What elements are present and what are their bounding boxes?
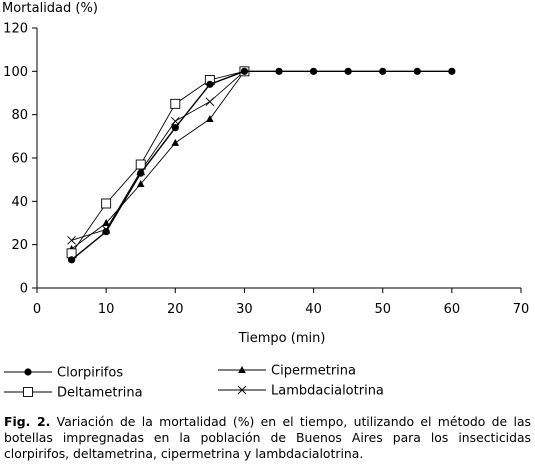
x-tick-label: 60: [444, 302, 461, 317]
series-line-cipermetrina: [71, 71, 245, 250]
y-tick-label: 120: [3, 22, 28, 37]
x-tick-label: 40: [305, 302, 322, 317]
series-line-clorpirifos: [71, 70, 452, 261]
series-line-deltametrina: [71, 70, 245, 254]
legend: Clorpirifos Deltametrina Cipermetrina Lambd…: [4, 364, 384, 401]
series-cipermetrina: [67, 67, 249, 252]
series-line-lambdacialotrina: [71, 70, 245, 241]
legend-marker: [24, 368, 32, 376]
caption-text: Variación de la mortalidad (%) en el tie…: [4, 414, 531, 461]
legend-label: Deltametrina: [57, 386, 143, 401]
data-point-clorpirifos: [67, 256, 76, 264]
y-tick-label: 0: [20, 282, 28, 297]
y-tick-label: 80: [11, 108, 28, 123]
mortality-chart: Mortalidad (%) Tiempo (min) 020406080100…: [2, 1, 529, 401]
y-tick-label: 60: [11, 152, 28, 167]
legend-item-cipermetrina: Cipermetrina: [218, 364, 356, 379]
x-tick-label: 10: [98, 302, 115, 317]
x-axis-title: Tiempo (min): [238, 331, 326, 346]
data-point-clorpirifos: [171, 124, 179, 132]
cross-stroke: [170, 116, 180, 126]
legend-item-lambdacialotrina: Lambdacialotrina: [218, 384, 384, 399]
data-point-deltametrina: [135, 159, 146, 170]
legend-marker: [237, 385, 247, 395]
data-point-deltametrina: [101, 198, 112, 209]
legend-label: Clorpirifos: [57, 366, 123, 381]
series-lambdacialotrina: [67, 67, 249, 245]
data-point-clorpirifos: [413, 67, 421, 75]
x-tick-label: 30: [236, 302, 253, 317]
legend-label: Cipermetrina: [271, 364, 356, 379]
y-tick-label: 20: [11, 238, 28, 253]
data-point-clorpirifos: [448, 67, 456, 75]
data-point-clorpirifos: [240, 67, 249, 75]
legend-label: Lambdacialotrina: [271, 384, 384, 399]
data-point-clorpirifos: [275, 67, 283, 75]
cross-stroke: [237, 385, 247, 395]
series-layer: [66, 66, 456, 264]
x-tick-label: 20: [167, 302, 184, 317]
data-point-clorpirifos: [309, 67, 318, 75]
y-tick-label: 40: [11, 195, 28, 210]
legend-marker: [238, 366, 246, 373]
data-point-clorpirifos: [206, 80, 214, 88]
figure-caption: Fig. 2. Variación de la mortalidad (%) e…: [4, 414, 531, 462]
data-point-lambdacialotrina: [67, 236, 76, 245]
x-tick-label: 70: [513, 302, 530, 317]
series-deltametrina: [66, 66, 250, 259]
data-point-clorpirifos: [379, 67, 387, 75]
cross-stroke: [67, 236, 76, 245]
legend-marker: [23, 387, 33, 397]
data-point-lambdacialotrina: [205, 97, 215, 106]
data-point-deltametrina: [170, 98, 181, 109]
data-point-clorpirifos: [137, 169, 145, 177]
legend-item-deltametrina: Deltametrina: [4, 386, 143, 401]
series-clorpirifos: [67, 67, 456, 264]
x-tick-label: 0: [33, 302, 41, 317]
caption-label: Fig. 2.: [4, 414, 51, 429]
cross-stroke: [205, 97, 215, 106]
data-point-cipermetrina: [206, 115, 214, 122]
data-point-clorpirifos: [102, 228, 110, 236]
y-axis-title: Mortalidad (%): [2, 1, 98, 16]
data-point-cipermetrina: [171, 138, 180, 146]
legend-item-clorpirifos: Clorpirifos: [4, 366, 123, 381]
axes: 0 20 40 60 80 100 120 0 10 20 30 40 50 60 70: [3, 22, 529, 318]
x-tick-label: 50: [374, 302, 391, 317]
data-point-cipermetrina: [102, 219, 110, 226]
data-point-clorpirifos: [344, 67, 352, 75]
y-tick-label: 100: [3, 65, 28, 80]
data-point-cipermetrina: [136, 180, 145, 187]
